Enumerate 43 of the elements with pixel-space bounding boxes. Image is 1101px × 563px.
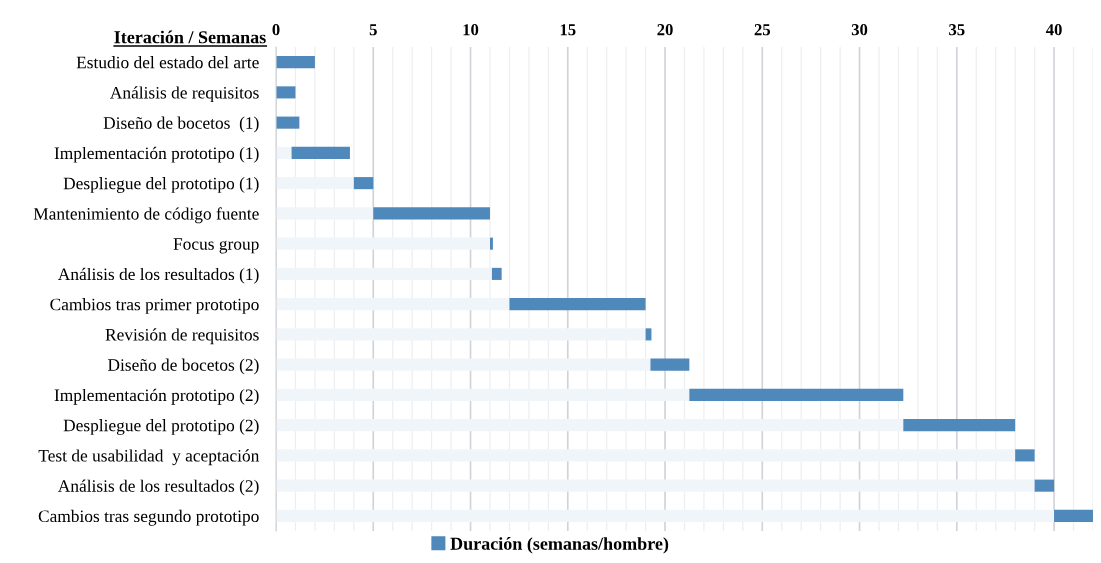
bar <box>1054 509 1093 522</box>
y-tick-label: Diseño de bocetos (1) <box>103 116 259 133</box>
bar <box>353 177 374 190</box>
bar <box>276 56 315 69</box>
y-tick-label: Test de usabilidad y aceptación <box>38 449 260 466</box>
bar <box>489 237 493 250</box>
bar <box>650 358 690 371</box>
y-tick-label: Cambios tras segundo prototipo <box>38 509 259 526</box>
y-tick-label: Focus group <box>173 238 259 254</box>
y-tick-label: Diseño de bocetos (2) <box>107 358 259 375</box>
y-tick-label: Análisis de los resultados (2) <box>57 479 259 496</box>
bar <box>689 388 904 401</box>
x-tick-label: 5 <box>369 24 377 36</box>
x-tick-label: 20 <box>657 24 673 36</box>
y-axis-title: Iteración / Semanas <box>114 30 266 44</box>
bar <box>491 267 502 280</box>
bar <box>291 146 350 159</box>
y-tick-label: Revisión de requisitos <box>105 328 259 345</box>
x-tick-label: 0 <box>272 24 280 36</box>
y-tick-label: Implementación prototipo (1) <box>54 146 259 163</box>
x-tick-label: 40 <box>1045 24 1062 36</box>
x-tick-label: 35 <box>949 24 965 36</box>
y-tick-label: Despliegue del prototipo (1) <box>63 177 259 193</box>
x-tick-label: 10 <box>463 24 479 36</box>
legend-label: Duración (semanas/hombre) <box>450 537 669 554</box>
bar <box>1034 479 1055 492</box>
bar <box>276 86 296 99</box>
bar <box>1015 449 1035 462</box>
bar <box>509 298 646 311</box>
y-tick-label: Despliegue del prototipo (2) <box>63 419 259 435</box>
y-tick-label: Análisis de los resultados (1) <box>57 267 259 284</box>
bar <box>276 116 300 129</box>
x-tick-label: 25 <box>754 24 771 36</box>
y-tick-label: Cambios tras primer prototipo <box>50 298 259 314</box>
y-tick-label: Estudio del estado del arte <box>76 56 259 69</box>
bar <box>373 207 490 220</box>
y-tick-label: Análisis de requisitos <box>110 86 259 103</box>
y-tick-label: Implementación prototipo (2) <box>54 388 259 405</box>
x-tick-label: 30 <box>851 24 868 36</box>
x-tick-label: 15 <box>560 24 576 36</box>
bar <box>276 146 292 159</box>
y-tick-label: Mantenimiento de código fuente <box>33 207 259 224</box>
bar <box>903 419 1016 432</box>
